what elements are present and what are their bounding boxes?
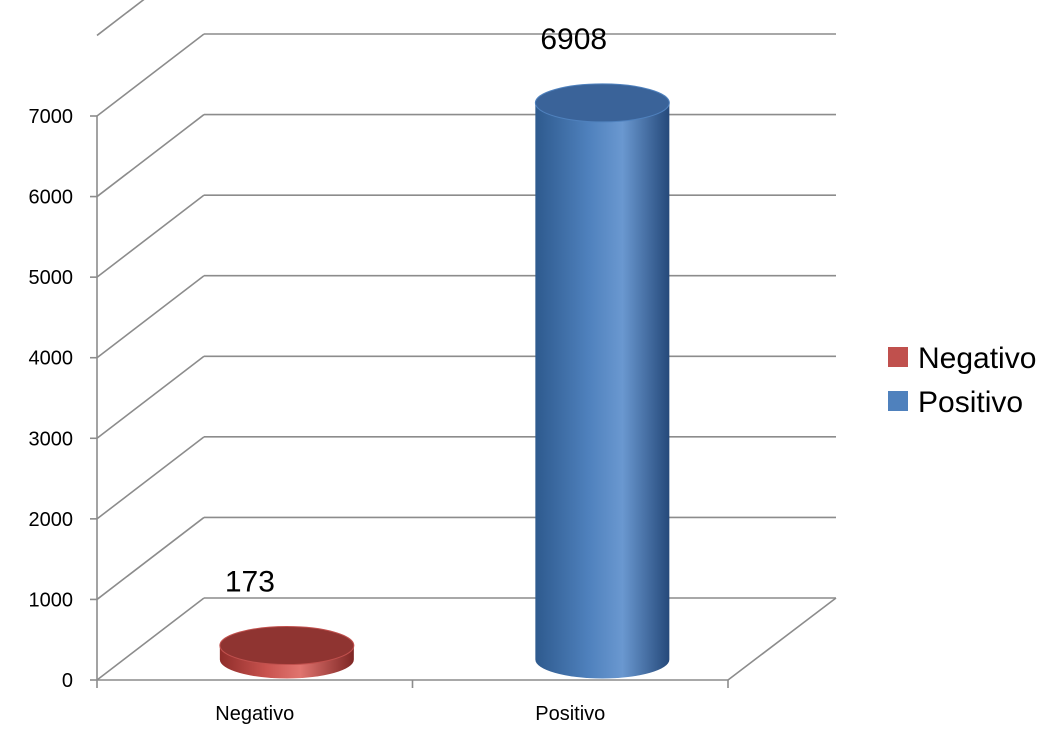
side-wall-gridline (96, 516, 205, 601)
legend-item-positivo: Positivo (888, 386, 1023, 419)
legend-item-negativo: Negativo (888, 342, 1036, 375)
bar-top (534, 83, 670, 123)
side-wall-gridline (96, 33, 205, 117)
bar-body (535, 102, 670, 679)
legend-swatch (888, 391, 908, 411)
data-label: 173 (225, 566, 275, 599)
y-tick-label: 7000 (29, 106, 74, 128)
y-tick-label: 0 (62, 670, 73, 692)
floor-right-edge (727, 597, 837, 681)
y-tick-label: 2000 (29, 509, 74, 531)
legend-label: Positivo (918, 386, 1023, 419)
bar-negativo[interactable] (219, 626, 355, 679)
y-tick-label: 3000 (29, 428, 74, 450)
y-tick-label: 1000 (29, 589, 74, 611)
legend-label: Negativo (918, 342, 1036, 375)
side-wall-gridline (96, 355, 205, 439)
y-tick-label: 6000 (29, 187, 74, 209)
side-wall-gridline (96, 275, 205, 359)
legend-swatch (888, 347, 908, 367)
data-label: 6908 (540, 23, 607, 56)
side-wall-gridline (96, 113, 205, 198)
bar-top (219, 626, 355, 666)
floor-left-edge (96, 597, 205, 681)
bar-positivo[interactable] (534, 83, 670, 679)
y-tick-label: 5000 (29, 267, 74, 289)
side-wall-gridline (96, 436, 205, 520)
x-tick-label: Positivo (535, 703, 605, 725)
side-wall-gridline (96, 0, 145, 37)
side-wall-gridline (96, 194, 205, 278)
x-tick-label: Negativo (215, 703, 294, 725)
y-tick-label: 4000 (29, 348, 74, 370)
